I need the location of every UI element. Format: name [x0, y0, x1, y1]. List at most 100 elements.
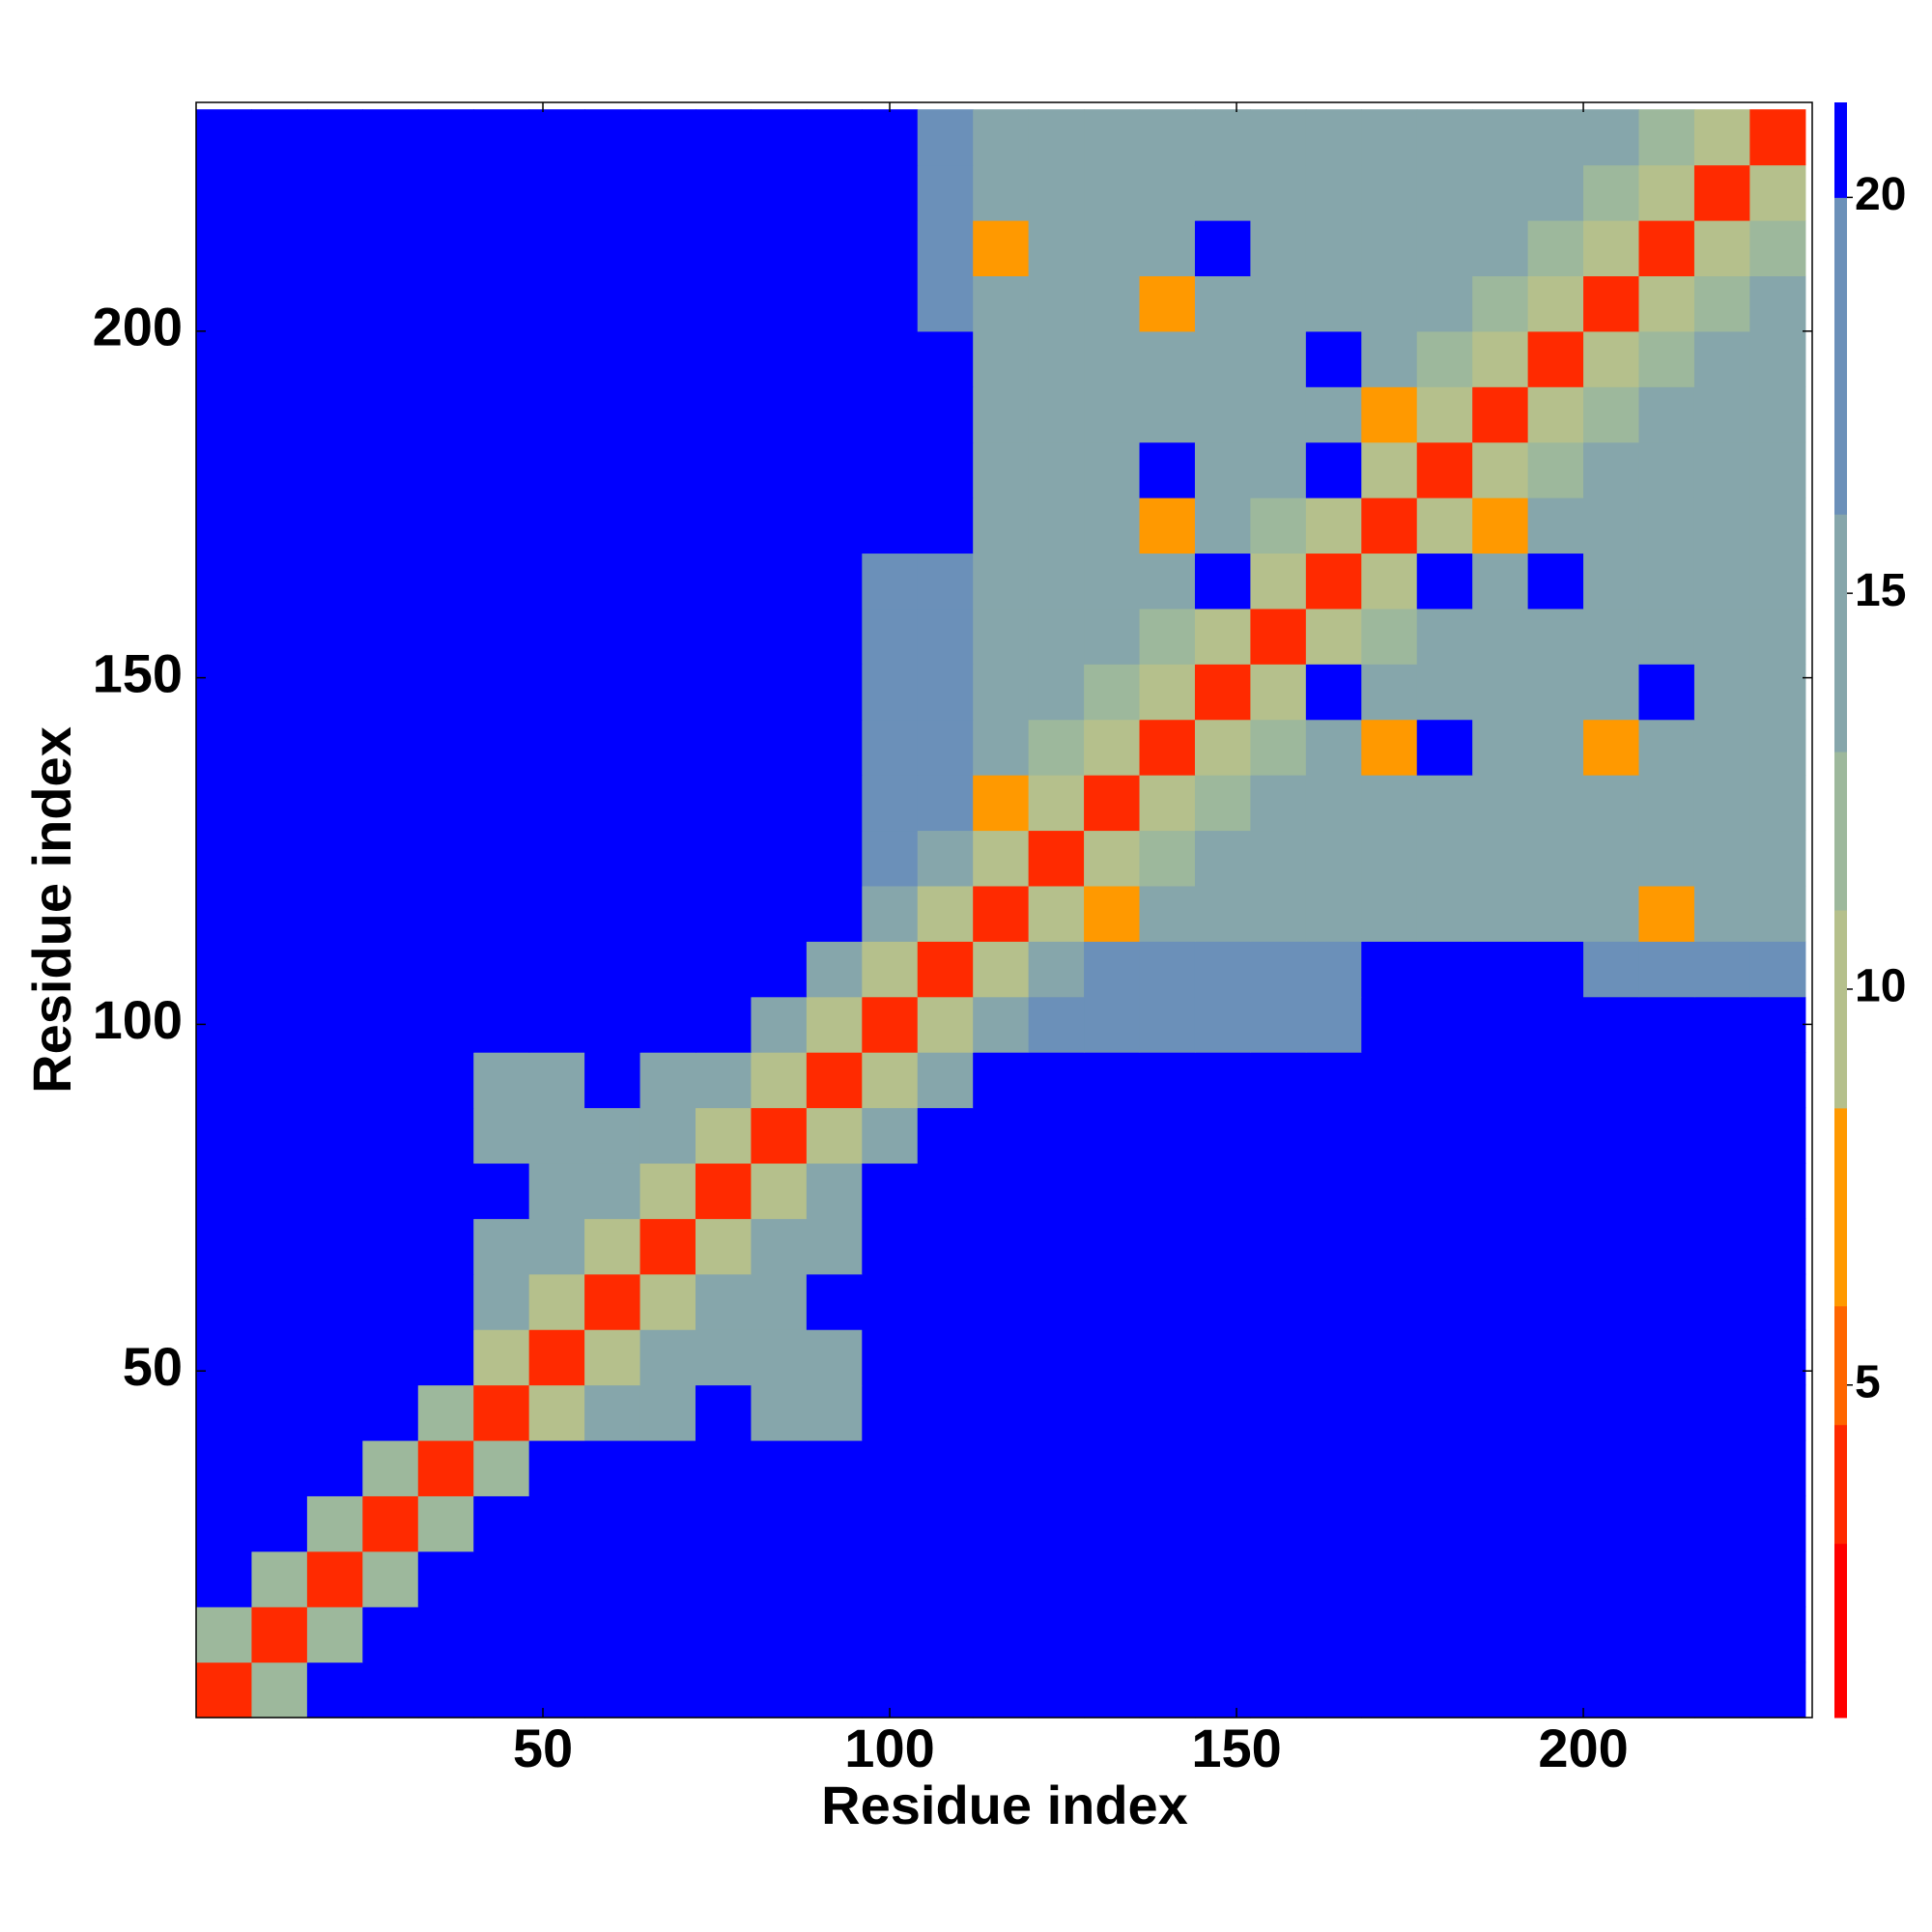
cell: [1305, 330, 1362, 387]
cell: [1361, 553, 1418, 610]
cell: [862, 386, 919, 443]
cell: [306, 1662, 363, 1719]
cell: [1472, 109, 1529, 166]
cell: [806, 830, 863, 887]
cell: [1361, 1606, 1418, 1663]
cell: [473, 1218, 530, 1275]
cell: [1583, 497, 1640, 554]
cell: [362, 1329, 419, 1386]
cell: [1583, 1662, 1640, 1719]
colorbar-band: [1834, 102, 1847, 198]
cell: [973, 275, 1030, 332]
cell: [1749, 1218, 1806, 1275]
cell: [584, 1107, 641, 1164]
cell: [417, 1218, 474, 1275]
cell: [1527, 719, 1584, 776]
cell: [1250, 1329, 1307, 1386]
cell: [1084, 109, 1141, 166]
cell: [751, 941, 808, 998]
cell: [528, 775, 585, 832]
cell: [473, 1439, 530, 1496]
cell: [1361, 1662, 1418, 1719]
cell: [196, 553, 253, 610]
cell: [528, 1606, 585, 1663]
cell: [695, 719, 753, 776]
cell: [196, 497, 253, 554]
cell: [196, 219, 253, 276]
cell: [251, 1384, 308, 1441]
cell: [806, 1495, 863, 1552]
cell: [417, 1273, 474, 1330]
cell: [862, 330, 919, 387]
cell: [196, 1107, 253, 1164]
cell: [806, 164, 863, 221]
cell: [1693, 497, 1750, 554]
cell: [306, 275, 363, 332]
cell: [751, 775, 808, 832]
cell: [362, 1107, 419, 1164]
cell: [1527, 885, 1584, 942]
cell: [1139, 386, 1196, 443]
cell: [1693, 330, 1750, 387]
cell: [973, 441, 1030, 498]
cell: [1527, 275, 1584, 332]
cell: [1305, 219, 1362, 276]
cell: [1583, 885, 1640, 942]
cell: [1139, 608, 1196, 665]
cell: [917, 1439, 974, 1496]
cell: [639, 219, 696, 276]
cell: [251, 386, 308, 443]
cell: [584, 941, 641, 998]
cell: [639, 275, 696, 332]
cell: [1250, 1439, 1307, 1496]
cell: [695, 109, 753, 166]
cell: [417, 109, 474, 166]
cell: [1749, 109, 1806, 166]
cell: [806, 330, 863, 387]
cell: [917, 1662, 974, 1719]
cell: [1693, 1107, 1750, 1164]
cell: [1638, 164, 1695, 221]
cell: [1472, 1606, 1529, 1663]
cell: [1250, 386, 1307, 443]
cell: [639, 941, 696, 998]
cell: [1361, 109, 1418, 166]
cell: [584, 164, 641, 221]
x-axis-title: Residue index: [821, 1775, 1188, 1835]
cell: [639, 1107, 696, 1164]
cell: [973, 1273, 1030, 1330]
cell: [695, 1052, 753, 1109]
cell: [584, 775, 641, 832]
cell: [695, 553, 753, 610]
cell: [528, 1107, 585, 1164]
cell: [1305, 497, 1362, 554]
cell: [806, 1439, 863, 1496]
x-tick-label: 200: [1538, 1718, 1628, 1778]
cell: [695, 164, 753, 221]
cell: [917, 941, 974, 998]
cell: [1305, 1273, 1362, 1330]
cell: [917, 719, 974, 776]
cell: [1361, 996, 1418, 1053]
cell: [639, 664, 696, 721]
cell: [862, 219, 919, 276]
cell: [306, 941, 363, 998]
cell: [695, 330, 753, 387]
cell: [306, 830, 363, 887]
cell: [1749, 164, 1806, 221]
cell: [639, 1162, 696, 1219]
cell: [1361, 1052, 1418, 1109]
cell: [1028, 386, 1085, 443]
cell: [973, 386, 1030, 443]
cell: [1416, 1495, 1473, 1552]
cell: [251, 775, 308, 832]
cell: [1305, 1550, 1362, 1607]
cell: [1361, 664, 1418, 721]
cell: [1194, 1273, 1251, 1330]
cell: [1305, 775, 1362, 832]
cell: [473, 941, 530, 998]
cell: [1194, 1439, 1251, 1496]
cell: [473, 553, 530, 610]
cell: [1583, 1218, 1640, 1275]
cell: [917, 1273, 974, 1330]
